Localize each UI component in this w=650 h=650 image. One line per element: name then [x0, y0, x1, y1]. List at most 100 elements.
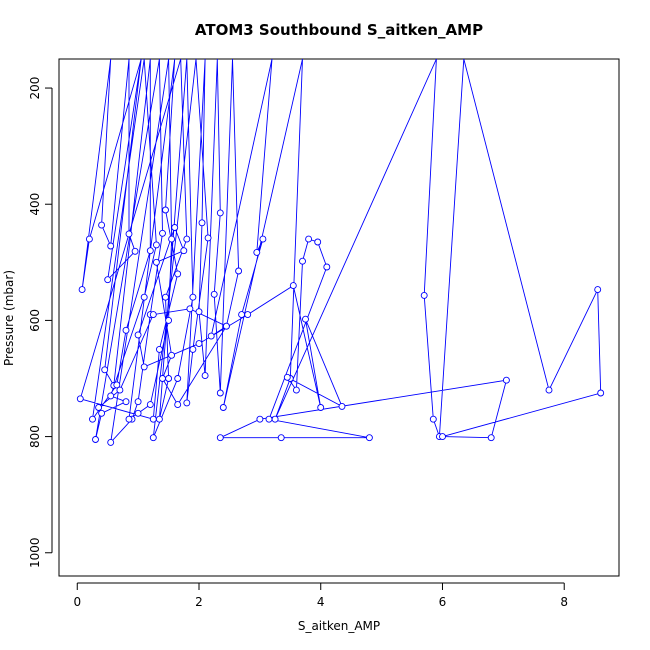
data-point	[216, 389, 224, 397]
x-axis-label: S_aitken_AMP	[298, 619, 380, 633]
data-point	[597, 389, 605, 397]
data-point	[149, 434, 157, 442]
data-point	[439, 433, 446, 441]
data-point	[180, 247, 188, 255]
data-point	[104, 276, 112, 284]
chart-title: ATOM3 Southbound S_aitken_AMP	[195, 21, 483, 39]
data-point	[323, 263, 331, 271]
data-point	[183, 399, 191, 407]
data-point	[299, 257, 306, 265]
y-axis-label: Pressure (mbar)	[2, 270, 16, 366]
data-point	[113, 381, 121, 389]
data-point	[189, 345, 197, 353]
series-group	[76, 59, 605, 446]
x-tick-label: 6	[439, 595, 447, 609]
data-point	[174, 270, 182, 278]
data-point	[317, 404, 325, 411]
data-point	[107, 392, 115, 400]
data-point	[235, 267, 243, 275]
data-point	[122, 326, 130, 334]
data-point	[168, 351, 176, 359]
data-point	[195, 308, 203, 316]
x-tick-label: 0	[73, 595, 81, 609]
plot-frame	[58, 58, 620, 577]
data-point	[201, 372, 209, 380]
data-point	[305, 235, 313, 243]
data-point	[302, 315, 309, 323]
data-point	[253, 248, 261, 256]
data-point	[149, 415, 157, 423]
data-point	[338, 402, 346, 410]
x-tick-label: 2	[195, 595, 203, 609]
data-point	[146, 247, 154, 255]
data-point	[140, 363, 148, 371]
y-tick-label: 1000	[28, 537, 42, 568]
data-point	[76, 395, 84, 403]
data-point	[146, 401, 154, 409]
data-point	[256, 415, 264, 423]
data-point	[292, 386, 300, 394]
data-point	[487, 434, 495, 442]
data-point	[207, 332, 215, 340]
x-tick-label: 8	[560, 595, 568, 609]
data-point	[131, 247, 139, 255]
data-point	[165, 316, 173, 324]
data-point	[122, 398, 130, 406]
data-point	[125, 230, 133, 238]
data-point	[545, 386, 553, 394]
data-point	[85, 235, 93, 243]
data-point	[168, 235, 176, 243]
data-point	[198, 219, 206, 227]
data-point	[98, 409, 106, 417]
data-point	[429, 415, 437, 423]
data-point	[134, 409, 142, 417]
y-tick-label: 200	[28, 77, 42, 100]
data-point	[92, 436, 99, 443]
data-point	[162, 293, 169, 301]
data-point	[189, 293, 197, 301]
data-point	[216, 434, 224, 442]
data-point	[155, 415, 163, 423]
data-point	[186, 305, 194, 313]
data-point	[162, 206, 169, 214]
data-point	[216, 209, 224, 217]
data-point	[277, 434, 285, 442]
y-tick-label: 400	[28, 193, 42, 216]
data-point	[152, 241, 160, 249]
data-point	[149, 311, 157, 319]
data-point	[174, 375, 182, 382]
data-point	[204, 234, 212, 242]
series-layer	[76, 59, 605, 446]
data-point	[101, 366, 109, 374]
data-point	[502, 376, 510, 384]
data-point	[78, 286, 86, 294]
data-point	[165, 375, 173, 382]
data-point	[265, 415, 273, 423]
y-axis: 200 400 600 800 1000	[28, 77, 53, 568]
y-tick-label: 800	[28, 425, 42, 448]
x-axis: 0 2 4 6 8	[73, 582, 568, 609]
data-point	[171, 224, 179, 231]
data-point	[183, 235, 191, 243]
data-point	[125, 415, 133, 423]
data-point	[195, 340, 203, 348]
y-tick-label: 600	[28, 309, 42, 332]
data-point	[259, 235, 267, 243]
data-point	[365, 434, 373, 442]
data-point	[219, 404, 227, 411]
x-tick-label: 4	[317, 595, 325, 609]
data-point	[134, 398, 142, 406]
data-point	[107, 242, 115, 250]
data-point	[174, 401, 182, 409]
data-point	[155, 345, 163, 353]
data-point	[89, 415, 96, 423]
data-point	[271, 415, 279, 423]
data-point	[238, 311, 246, 319]
data-point	[134, 331, 142, 339]
data-point	[222, 322, 230, 330]
data-point	[314, 238, 322, 246]
data-point	[98, 221, 106, 229]
data-point	[210, 290, 218, 298]
